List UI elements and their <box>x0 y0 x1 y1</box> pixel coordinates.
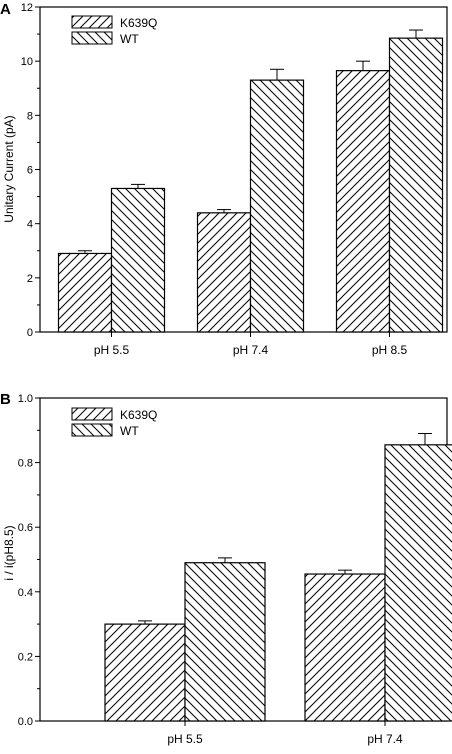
panel-a-marks: 0 2 4 6 8 10 12 pH 5.5 pH 7.4 pH 8.5 K639Q WT <box>21 2 448 357</box>
panel-b-legend-swatch-k639q <box>71 407 113 421</box>
panel-b-legend-swatch-wt <box>71 423 113 437</box>
panel-a-y-tick-label: 4 <box>27 219 33 231</box>
panel-a-x-category-label: pH 5.5 <box>94 343 130 357</box>
panel-b-y-tick-label: 0.6 <box>18 522 33 534</box>
panel-b-bar-k639q-2 <box>304 573 386 722</box>
panel-a-bar-wt-1 <box>110 187 166 333</box>
panel-a-x-category-label: pH 8.5 <box>372 343 408 357</box>
panel-b-marks: 0.0 0.2 0.4 0.6 0.8 1.0 pH 5.5 pH 7.4 K639Q WT <box>18 393 452 746</box>
panel-b-x-category-label: pH 5.5 <box>167 732 203 746</box>
panel-a-legend-label-wt: WT <box>120 32 139 46</box>
panel-a-chart: A Unitary Current (pA) 0 2 4 6 8 10 12 pH 5.5 pH… <box>0 1 448 357</box>
panel-b-chart: B i / i(pH8.5) 0.0 0.2 0.4 0.6 0.8 1.0 pH 5.5 p… <box>0 391 452 746</box>
panel-b-legend-label-wt: WT <box>120 424 139 438</box>
panel-a-bar-k639q-1 <box>57 252 113 333</box>
panel-a-bar-k639q-3 <box>335 70 391 333</box>
panel-a-y-tick-label: 6 <box>27 165 33 177</box>
panel-b-legend-label-k639q: K639Q <box>120 408 157 422</box>
panel-a-y-tick-label: 8 <box>27 110 33 122</box>
panel-a-legend-swatch-k639q <box>71 15 113 29</box>
panel-b-y-tick-label: 0.8 <box>18 458 33 470</box>
panel-a-y-tick-label: 10 <box>21 56 33 68</box>
panel-b-y-axis-title: i / i(pH8.5) <box>2 525 16 580</box>
panel-a-bar-wt-2 <box>249 79 305 333</box>
panel-a-y-axis-title: Unitary Current (pA) <box>2 115 16 222</box>
panel-b-y-tick-label: 1.0 <box>18 393 33 405</box>
panel-b-bar-k639q-1 <box>104 623 186 722</box>
panel-b-y-tick-label: 0.2 <box>18 651 33 663</box>
panel-b-y-tick-label: 0.0 <box>18 716 33 728</box>
panel-a-legend-swatch-wt <box>71 31 113 45</box>
panel-b-y-tick-label: 0.4 <box>18 587 33 599</box>
panel-b-bar-wt-2 <box>384 444 452 722</box>
panel-a-y-tick-label: 2 <box>27 273 33 285</box>
panel-a-y-tick-label: 0 <box>27 327 33 339</box>
panel-a-bar-wt-3 <box>388 37 444 333</box>
panel-a-bar-k639q-2 <box>196 212 252 333</box>
panel-b-bar-wt-1 <box>184 562 266 722</box>
panel-a-y-tick-label: 12 <box>21 2 33 14</box>
panel-b-label: B <box>0 391 11 408</box>
panel-b-x-category-label: pH 7.4 <box>367 732 403 746</box>
panel-a-x-category-label: pH 7.4 <box>233 343 269 357</box>
panel-a-legend-label-k639q: K639Q <box>120 16 157 30</box>
panel-a-label: A <box>0 1 11 18</box>
